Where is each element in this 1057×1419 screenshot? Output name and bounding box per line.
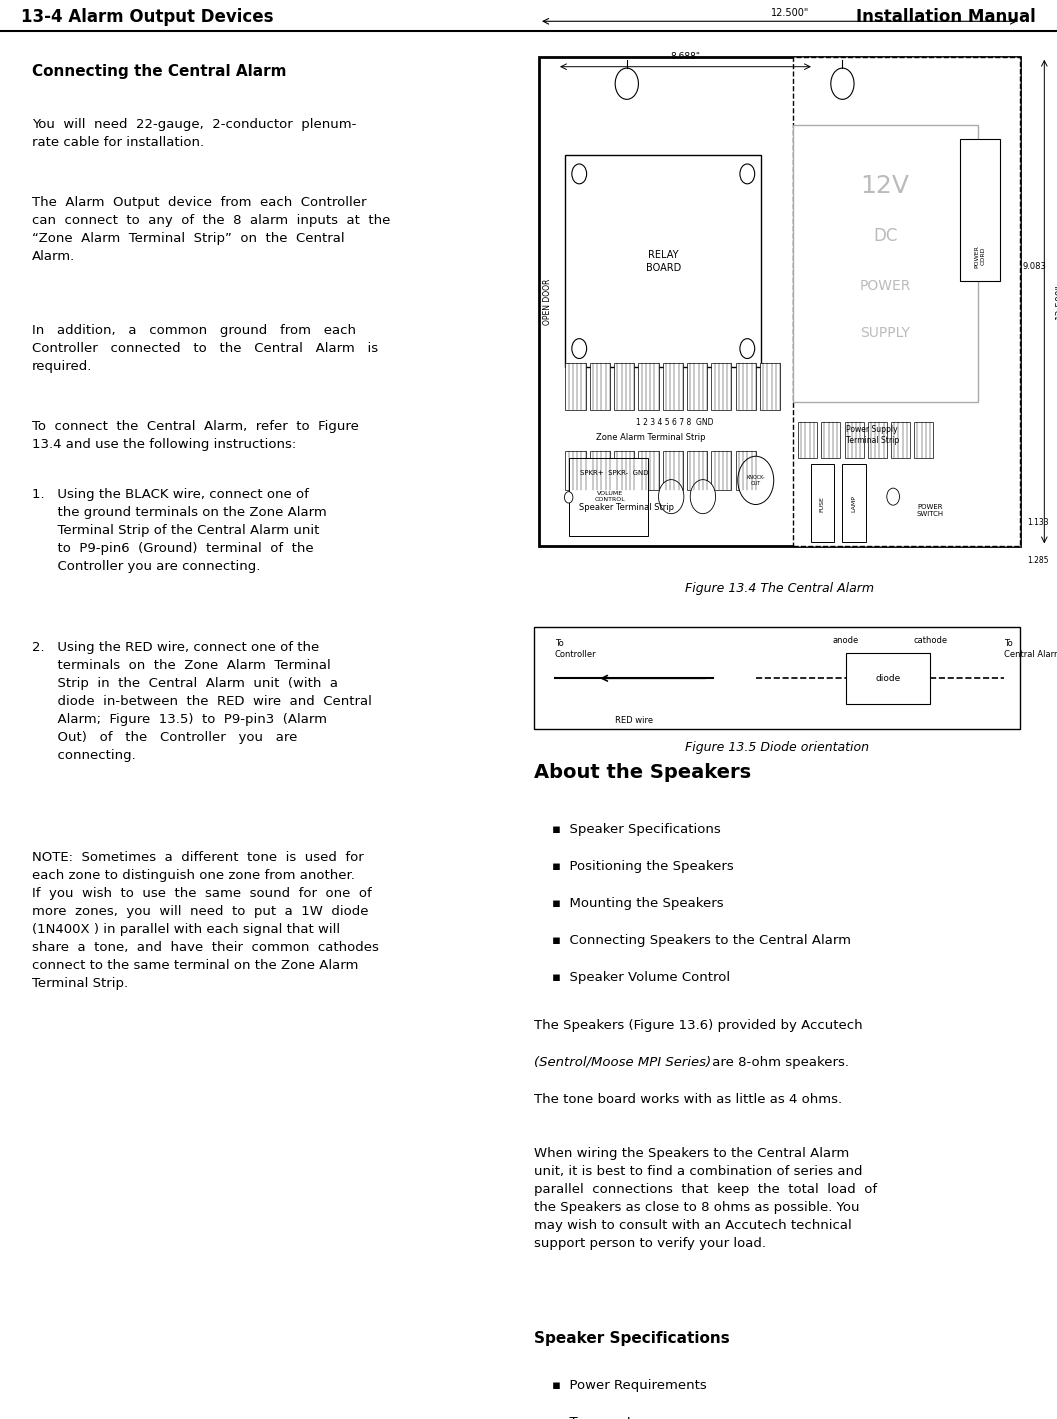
Text: POWER: POWER bbox=[859, 280, 911, 292]
Bar bbox=[565, 451, 586, 491]
Text: 1.285: 1.285 bbox=[1027, 556, 1049, 565]
Bar bbox=[638, 363, 659, 410]
Bar bbox=[687, 363, 707, 410]
Text: diode: diode bbox=[875, 674, 901, 683]
Bar bbox=[960, 139, 1000, 281]
Text: OPEN DOOR: OPEN DOOR bbox=[543, 278, 552, 325]
Text: DC: DC bbox=[873, 227, 897, 245]
Text: ▪  Mounting the Speakers: ▪ Mounting the Speakers bbox=[552, 897, 723, 910]
Text: RED wire: RED wire bbox=[615, 717, 653, 725]
Bar bbox=[569, 458, 648, 536]
Text: (Sentrol/Moose MPI Series): (Sentrol/Moose MPI Series) bbox=[534, 1056, 711, 1069]
Circle shape bbox=[740, 339, 755, 359]
Text: 1.133: 1.133 bbox=[1027, 518, 1049, 526]
Text: ▪  Positioning the Speakers: ▪ Positioning the Speakers bbox=[552, 860, 734, 873]
Text: ▪  Speaker Specifications: ▪ Speaker Specifications bbox=[552, 823, 721, 836]
Text: 12.500": 12.500" bbox=[771, 9, 810, 18]
Bar bbox=[736, 363, 756, 410]
Text: You  will  need  22-gauge,  2-conductor  plenum-
rate cable for installation.: You will need 22-gauge, 2-conductor plen… bbox=[32, 118, 356, 149]
Bar bbox=[614, 451, 634, 491]
Text: VOLUME
CONTROL: VOLUME CONTROL bbox=[594, 491, 626, 502]
Text: ▪  Power Requirements: ▪ Power Requirements bbox=[552, 1379, 706, 1392]
Bar bbox=[711, 451, 731, 491]
Text: Connecting the Central Alarm: Connecting the Central Alarm bbox=[32, 64, 286, 79]
Bar bbox=[736, 451, 756, 491]
Text: Power Supply
Terminal Strip: Power Supply Terminal Strip bbox=[846, 424, 898, 446]
Text: POWER
SWITCH: POWER SWITCH bbox=[916, 504, 944, 518]
Text: ▪  Temperature: ▪ Temperature bbox=[552, 1416, 654, 1419]
Text: FUSE: FUSE bbox=[820, 495, 824, 512]
Text: 13-4 Alarm Output Devices: 13-4 Alarm Output Devices bbox=[21, 7, 274, 26]
Bar bbox=[565, 156, 761, 368]
Bar bbox=[846, 653, 930, 704]
Text: LAMP: LAMP bbox=[852, 495, 856, 512]
Text: 9.083: 9.083 bbox=[1022, 261, 1046, 271]
Text: are 8-ohm speakers.: are 8-ohm speakers. bbox=[708, 1056, 849, 1069]
Text: cathode: cathode bbox=[913, 636, 947, 644]
Circle shape bbox=[887, 488, 900, 505]
Text: anode: anode bbox=[833, 636, 858, 644]
Text: ▪  Speaker Volume Control: ▪ Speaker Volume Control bbox=[552, 971, 730, 983]
Text: ▪  Connecting Speakers to the Central Alarm: ▪ Connecting Speakers to the Central Ala… bbox=[552, 934, 851, 946]
Text: SPKR+  SPKR-  GND: SPKR+ SPKR- GND bbox=[580, 470, 648, 477]
Bar bbox=[565, 363, 586, 410]
Bar bbox=[638, 451, 659, 491]
Bar bbox=[914, 423, 933, 458]
Text: To  connect  the  Central  Alarm,  refer  to  Figure
13.4 and use the following : To connect the Central Alarm, refer to F… bbox=[32, 420, 358, 451]
Text: Installation Manual: Installation Manual bbox=[856, 7, 1036, 26]
Bar bbox=[845, 423, 864, 458]
Text: 12V: 12V bbox=[860, 175, 910, 199]
Bar bbox=[793, 125, 978, 403]
Bar bbox=[811, 464, 834, 542]
Text: Zone Alarm Terminal Strip: Zone Alarm Terminal Strip bbox=[596, 433, 705, 441]
Circle shape bbox=[740, 165, 755, 184]
Circle shape bbox=[690, 480, 716, 514]
Text: 1 2 3 4 5 6 7 8  GND: 1 2 3 4 5 6 7 8 GND bbox=[636, 419, 713, 427]
Bar bbox=[842, 464, 866, 542]
Bar bbox=[798, 423, 817, 458]
Circle shape bbox=[831, 68, 854, 99]
Text: The tone board works with as little as 4 ohms.: The tone board works with as little as 4… bbox=[534, 1093, 842, 1105]
Bar bbox=[663, 363, 683, 410]
Text: Figure 13.5 Diode orientation: Figure 13.5 Diode orientation bbox=[685, 741, 869, 753]
Circle shape bbox=[572, 339, 587, 359]
Bar bbox=[891, 423, 910, 458]
Bar bbox=[711, 363, 731, 410]
Circle shape bbox=[564, 491, 573, 504]
Bar bbox=[760, 363, 780, 410]
Bar bbox=[590, 363, 610, 410]
Text: 1.   Using the BLACK wire, connect one of
      the ground terminals on the Zone: 1. Using the BLACK wire, connect one of … bbox=[32, 488, 327, 573]
Text: In   addition,   a   common   ground   from   each
Controller   connected   to  : In addition, a common ground from each C… bbox=[32, 324, 377, 373]
Circle shape bbox=[659, 480, 684, 514]
Text: When wiring the Speakers to the Central Alarm
unit, it is best to find a combina: When wiring the Speakers to the Central … bbox=[534, 1147, 877, 1250]
Circle shape bbox=[572, 165, 587, 184]
Text: To
Central Alarm: To Central Alarm bbox=[1004, 639, 1057, 658]
Bar bbox=[821, 423, 840, 458]
Bar bbox=[868, 423, 887, 458]
Bar bbox=[539, 57, 1020, 546]
Bar bbox=[793, 57, 1020, 546]
Text: Speaker Terminal Strip: Speaker Terminal Strip bbox=[579, 504, 673, 512]
Text: The  Alarm  Output  device  from  each  Controller
can  connect  to  any  of  th: The Alarm Output device from each Contro… bbox=[32, 196, 390, 263]
Bar bbox=[687, 451, 707, 491]
Text: POWER
CORD: POWER CORD bbox=[975, 244, 985, 268]
Circle shape bbox=[615, 68, 638, 99]
Text: Speaker Specifications: Speaker Specifications bbox=[534, 1331, 729, 1347]
Text: About the Speakers: About the Speakers bbox=[534, 763, 750, 782]
Text: The Speakers (Figure 13.6) provided by Accutech: The Speakers (Figure 13.6) provided by A… bbox=[534, 1019, 863, 1032]
Text: 2.   Using the RED wire, connect one of the
      terminals  on  the  Zone  Alar: 2. Using the RED wire, connect one of th… bbox=[32, 641, 372, 762]
Text: KNOCK-
OUT: KNOCK- OUT bbox=[746, 475, 765, 485]
Text: 12.500": 12.500" bbox=[1055, 284, 1057, 319]
Text: NOTE:  Sometimes  a  different  tone  is  used  for
each zone to distinguish one: NOTE: Sometimes a different tone is used… bbox=[32, 851, 378, 990]
Circle shape bbox=[738, 457, 774, 505]
Text: SUPPLY: SUPPLY bbox=[860, 326, 910, 341]
Bar bbox=[534, 627, 1020, 729]
Bar bbox=[614, 363, 634, 410]
Bar bbox=[663, 451, 683, 491]
Bar bbox=[590, 451, 610, 491]
Text: To
Controller: To Controller bbox=[555, 639, 596, 658]
Text: Figure 13.4 The Central Alarm: Figure 13.4 The Central Alarm bbox=[685, 582, 874, 595]
Text: RELAY
BOARD: RELAY BOARD bbox=[646, 250, 681, 272]
Text: 8.688": 8.688" bbox=[670, 53, 700, 61]
